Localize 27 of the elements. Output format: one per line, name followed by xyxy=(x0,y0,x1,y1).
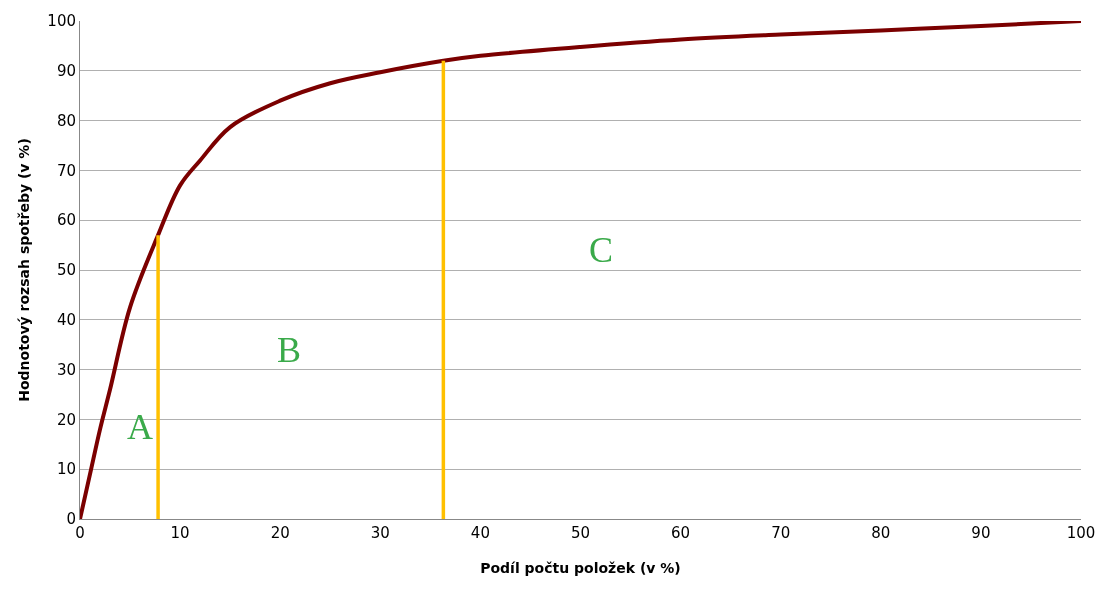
x-axis-title: Podíl počtu položek (v %) xyxy=(480,560,681,577)
x-tick-label: 60 xyxy=(671,524,691,542)
x-tick-label: 40 xyxy=(470,524,490,542)
annotation: A xyxy=(127,407,153,447)
x-tick-label: 70 xyxy=(771,524,791,542)
y-tick-label: 90 xyxy=(56,62,76,81)
annotation: B xyxy=(277,330,302,370)
x-tick-label: 30 xyxy=(370,524,390,542)
y-tick-label: 10 xyxy=(56,460,76,479)
y-tick-label: 100 xyxy=(47,12,76,31)
y-axis-title: Hodnotový rozsah spotřeby (v %) xyxy=(15,138,32,402)
y-tick-label: 40 xyxy=(56,311,76,330)
x-tick-label: 100 xyxy=(1066,524,1096,542)
x-tick-label: 80 xyxy=(871,524,891,542)
y-tick-label: 60 xyxy=(56,211,76,230)
y-tick-label: 30 xyxy=(56,360,76,379)
x-tick-label: 50 xyxy=(570,524,591,542)
y-tick-label: 0 xyxy=(66,510,76,529)
y-tick-label: 80 xyxy=(56,111,76,130)
line-series xyxy=(80,21,1081,519)
annotation: C xyxy=(589,230,614,270)
x-tick-label: 10 xyxy=(170,524,190,542)
y-tick-label: 20 xyxy=(56,410,76,429)
x-tick-label: 90 xyxy=(971,524,991,542)
x-tick-label: 20 xyxy=(270,524,290,542)
y-tick-label: 70 xyxy=(56,161,76,180)
y-tick-label: 50 xyxy=(56,261,76,280)
